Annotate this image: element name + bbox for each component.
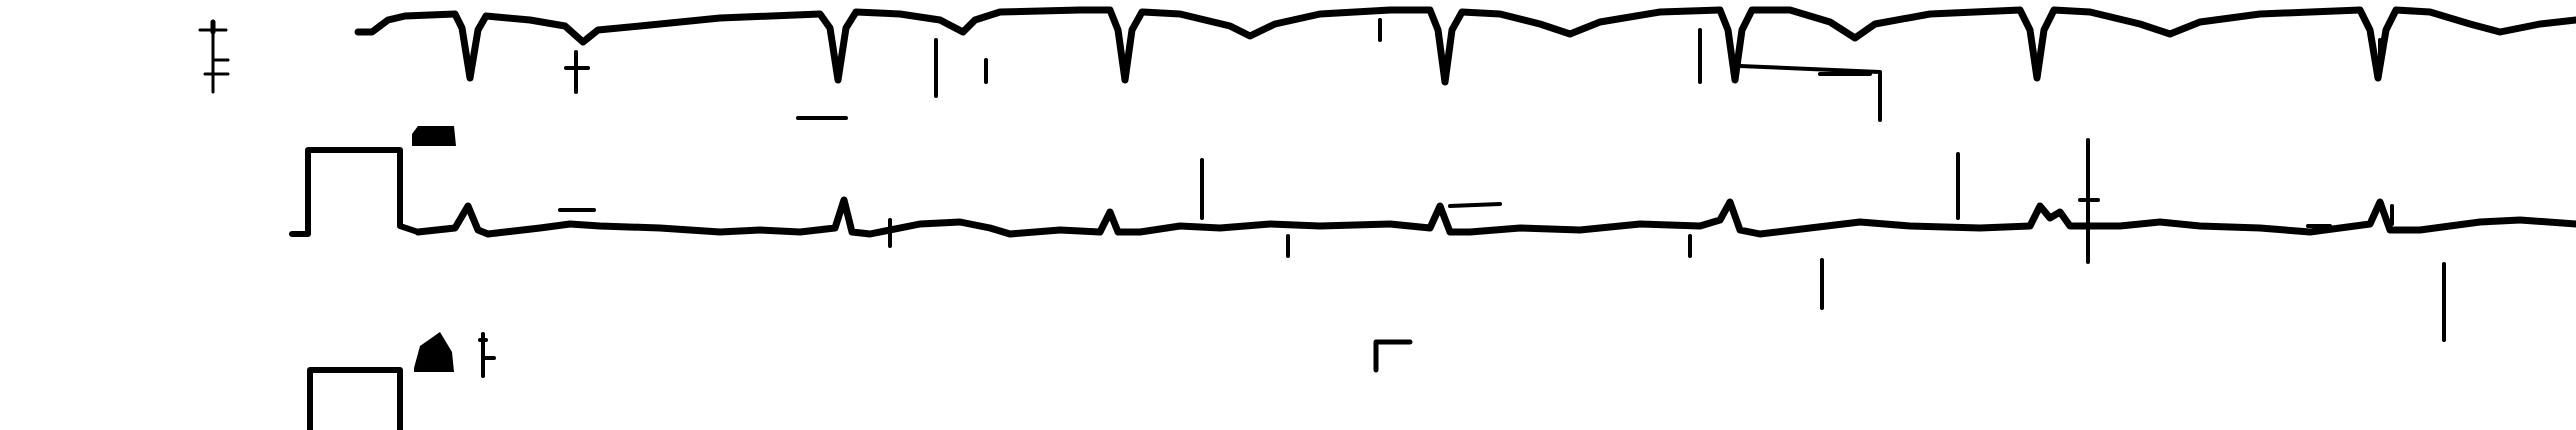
lead-1-artifacts bbox=[564, 18, 2382, 122]
lead-2-row bbox=[289, 126, 2576, 342]
lead-1-marker bbox=[198, 19, 230, 94]
lead-3-calibration-pulse bbox=[307, 367, 403, 430]
lead-2-calibration-pulse bbox=[289, 147, 421, 237]
lead-2-artifacts bbox=[558, 138, 2446, 342]
lead-2-calibration-mark bbox=[412, 126, 456, 146]
lead-3-artifact bbox=[1373, 339, 1413, 373]
lead-3-tick-mark bbox=[478, 332, 496, 378]
lead-2-trace bbox=[414, 196, 2576, 238]
lead-3-calibration-mark bbox=[414, 332, 454, 372]
lead-3-row bbox=[307, 332, 1413, 430]
lead-1-row bbox=[198, 6, 2576, 122]
lead-1-trace bbox=[354, 6, 2576, 86]
